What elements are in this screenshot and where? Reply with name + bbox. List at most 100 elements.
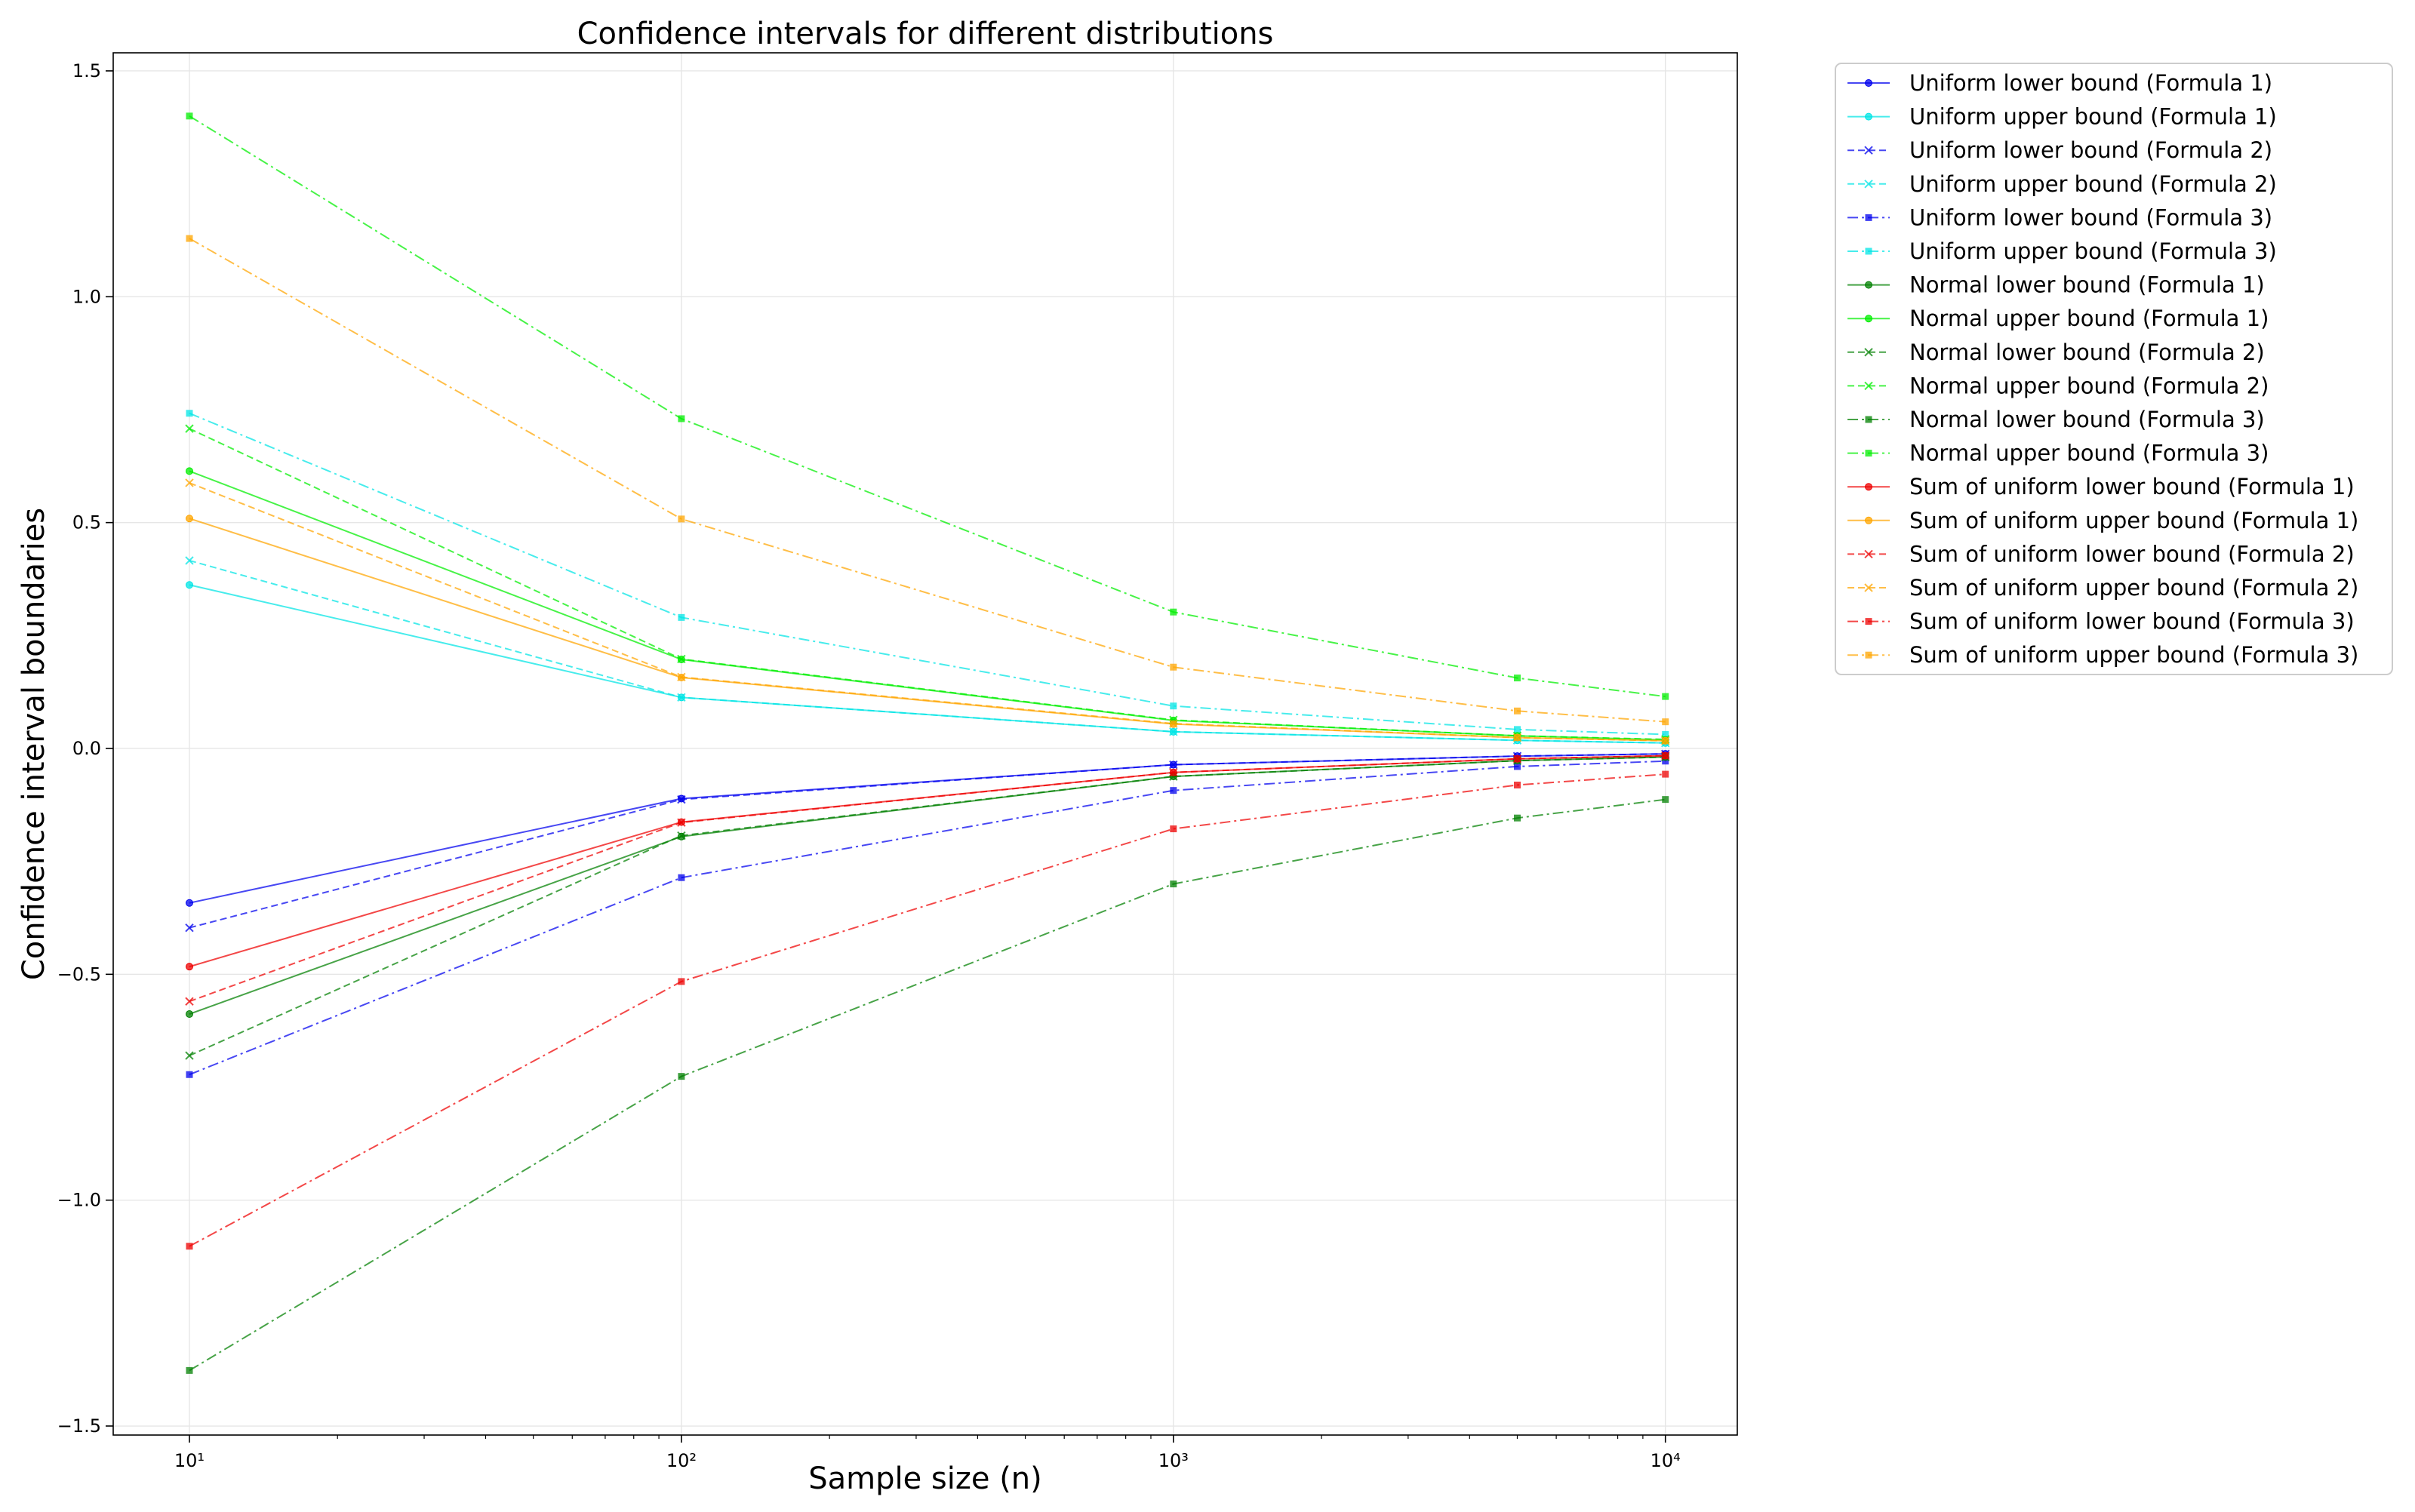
data-point (1513, 781, 1521, 788)
data-point (1513, 726, 1521, 733)
data-point (1169, 727, 1178, 736)
data-point (1662, 730, 1669, 738)
legend-marker (1865, 618, 1872, 625)
x-tick-label: 10¹ (174, 1450, 205, 1471)
y-tick-label: 0.0 (72, 738, 101, 759)
data-point (1512, 754, 1522, 764)
legend-label: Sum of uniform upper bound (Formula 3) (1909, 642, 2358, 668)
data-point (1661, 751, 1670, 761)
data-point (677, 672, 686, 682)
data-point (1513, 763, 1521, 770)
data-point (1662, 796, 1669, 804)
data-point (1662, 693, 1669, 700)
legend-marker (1864, 381, 1873, 391)
legend-label: Normal upper bound (Formula 3) (1909, 441, 2269, 466)
data-point (185, 515, 193, 523)
legend-label: Sum of uniform lower bound (Formula 2) (1909, 541, 2355, 567)
legend-marker (1865, 483, 1872, 491)
legend-marker (1865, 79, 1872, 87)
axis-ticks: 10¹ 10² 10³ 10⁴ 1.5 1.0 0.5 0.0 −0.5 −1.0 −1.5 (57, 60, 1681, 1471)
legend-item: Uniform upper bound (Formula 3) (1847, 238, 2277, 264)
data-point (1169, 719, 1178, 728)
legend-label: Sum of uniform upper bound (Formula 1) (1909, 508, 2358, 533)
legend-marker (1865, 315, 1872, 323)
data-point (1662, 770, 1669, 778)
series-line-16 (189, 482, 1666, 742)
legend-label: Uniform upper bound (Formula 1) (1909, 104, 2277, 130)
data-point (186, 112, 193, 120)
legend-label: Sum of uniform upper bound (Formula 2) (1909, 575, 2358, 601)
legend-label: Normal lower bound (Formula 1) (1909, 272, 2265, 298)
data-point (185, 467, 193, 475)
legend-item: Sum of uniform upper bound (Formula 2) (1847, 575, 2358, 601)
legend-items: Uniform lower bound (Formula 1) Uniform u… (1847, 70, 2358, 668)
data-point (185, 997, 194, 1006)
series-line-5 (189, 760, 1666, 1076)
legend-label: Normal upper bound (Formula 1) (1909, 306, 2269, 331)
legend-marker (1865, 112, 1872, 121)
data-point (1170, 880, 1177, 888)
x-tick-label: 10² (666, 1450, 697, 1471)
data-point (677, 818, 686, 827)
legend-item: Normal upper bound (Formula 1) (1847, 306, 2269, 331)
data-point (185, 556, 194, 565)
legend-label: Normal upper bound (Formula 2) (1909, 373, 2269, 398)
x-tick-label: 10⁴ (1651, 1450, 1681, 1471)
legend-item: Uniform lower bound (Formula 1) (1847, 70, 2272, 96)
plot-frame (112, 52, 1738, 1436)
data-point (185, 581, 193, 589)
legend-item: Normal lower bound (Formula 2) (1847, 340, 2265, 365)
x-axis-title: Sample size (n) (808, 1461, 1042, 1496)
legend-item: Sum of uniform lower bound (Formula 1) (1847, 474, 2355, 499)
data-point (1661, 736, 1670, 745)
series-markers (185, 112, 1670, 1374)
legend-marker (1865, 516, 1872, 524)
legend-item: Sum of uniform upper bound (Formula 3) (1847, 642, 2358, 668)
data-point (185, 478, 194, 487)
data-point (186, 1243, 193, 1250)
legend-marker (1864, 348, 1873, 357)
legend-item: Normal lower bound (Formula 3) (1847, 407, 2265, 432)
data-point (678, 1073, 685, 1080)
legend-item: Uniform lower bound (Formula 2) (1847, 137, 2272, 163)
legend-item: Uniform upper bound (Formula 1) (1847, 104, 2277, 130)
legend-item: Sum of uniform lower bound (Formula 3) (1847, 609, 2355, 635)
legend-item: Normal upper bound (Formula 2) (1847, 373, 2269, 398)
y-axis-title: Confidence interval boundaries (17, 508, 51, 980)
data-point (677, 654, 686, 664)
legend-marker (1864, 549, 1873, 559)
data-point (678, 515, 685, 523)
data-point (1662, 758, 1669, 765)
data-point (678, 874, 685, 881)
data-point (1169, 760, 1178, 770)
legend-label: Uniform upper bound (Formula 3) (1909, 238, 2277, 264)
y-tick-label: 1.0 (72, 286, 101, 307)
data-point (1170, 608, 1177, 616)
data-point (1512, 733, 1522, 742)
legend-marker (1865, 416, 1872, 423)
data-point (185, 923, 194, 933)
data-point (185, 963, 193, 971)
data-point (185, 899, 193, 907)
legend-item: Normal upper bound (Formula 3) (1847, 441, 2269, 466)
legend-marker (1865, 651, 1872, 659)
series-line-3 (189, 753, 1666, 929)
legend: Uniform lower bound (Formula 1) Uniform u… (1835, 63, 2393, 675)
data-point (186, 1366, 193, 1374)
data-point (1513, 675, 1521, 682)
data-point (186, 235, 193, 242)
legend-label: Normal lower bound (Formula 3) (1909, 407, 2265, 432)
data-point (1170, 702, 1177, 710)
data-point (677, 794, 686, 804)
data-point (186, 410, 193, 417)
chart-title: Confidence intervals for different distr… (577, 17, 1274, 51)
data-point (1513, 707, 1521, 715)
legend-label: Sum of uniform lower bound (Formula 3) (1909, 609, 2355, 635)
data-point (1170, 663, 1177, 671)
legend-marker (1865, 247, 1872, 255)
legend-label: Uniform lower bound (Formula 2) (1909, 137, 2272, 163)
legend-marker (1865, 214, 1872, 221)
legend-marker (1864, 583, 1873, 592)
legend-marker (1865, 281, 1872, 289)
